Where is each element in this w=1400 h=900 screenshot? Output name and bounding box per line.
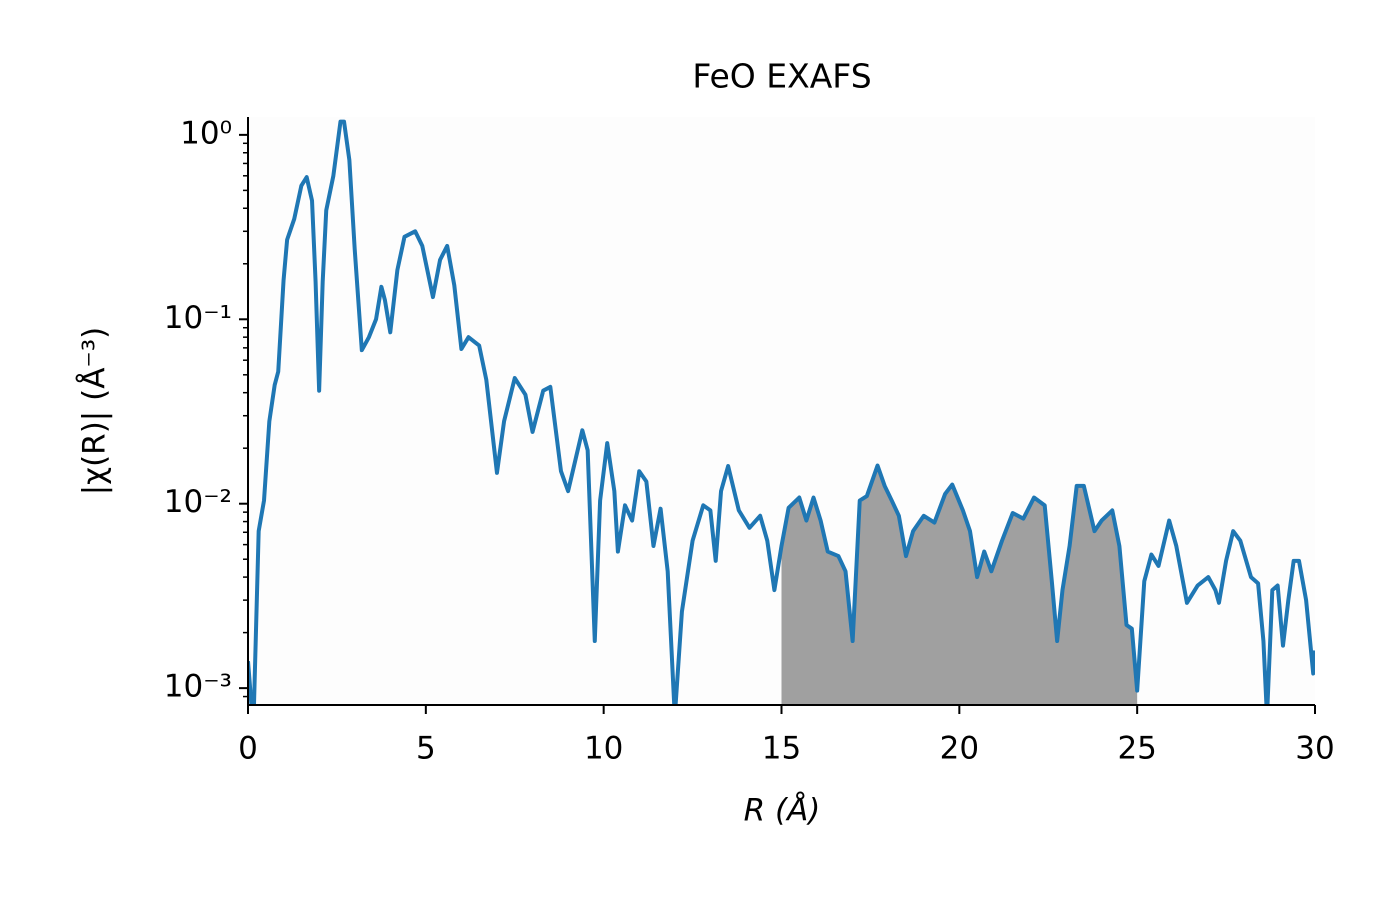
y-tick-label: 10⁻²	[164, 484, 232, 520]
x-tick-label: 5	[416, 731, 436, 767]
x-tick-label: 15	[762, 731, 801, 767]
chart-title: FeO EXAFS	[692, 57, 871, 96]
x-tick-label: 10	[584, 731, 623, 767]
x-tick-label: 30	[1295, 731, 1334, 767]
x-tick-label: 20	[940, 731, 979, 767]
y-tick-label: 10⁻³	[164, 669, 232, 705]
shaded-area	[781, 465, 1138, 705]
plot-area	[248, 119, 1315, 705]
y-axis-label: |χ(R)| (Å⁻³)	[77, 327, 113, 496]
y-tick-label: 10⁰	[180, 115, 232, 151]
x-tick-label: 25	[1117, 731, 1156, 767]
y-tick-label: 10⁻¹	[164, 300, 232, 336]
x-axis-label: R (Å)	[744, 793, 821, 829]
data-line	[248, 119, 1315, 705]
x-tick-label: 0	[238, 731, 258, 767]
